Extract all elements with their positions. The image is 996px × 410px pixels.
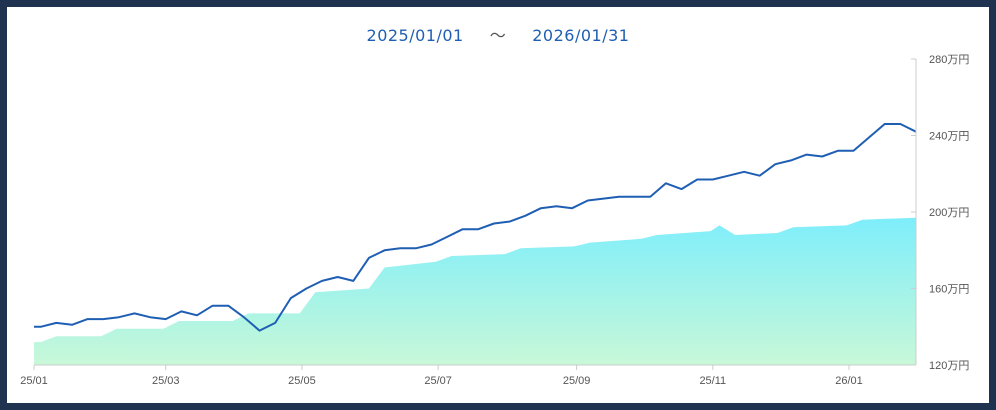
date-range: 2025/01/01 ～ 2026/01/31	[7, 22, 989, 46]
x-tick-label: 26/01	[835, 375, 863, 387]
range-separator: ～	[489, 26, 507, 45]
y-tick-label: 120万円	[929, 360, 969, 372]
y-tick-label: 160万円	[929, 284, 969, 296]
x-tick-label: 25/03	[152, 375, 180, 387]
x-tick-label: 25/09	[563, 375, 591, 387]
y-tick-label: 200万円	[929, 207, 969, 219]
chart-panel: 2025/01/01 ～ 2026/01/31 120万円 160万円 200万円 240…	[7, 7, 989, 403]
start-date: 2025/01/01	[366, 26, 464, 45]
asset-chart: 120万円 160万円 200万円 240万円 280万円 25/01 25/03 25/05…	[20, 54, 969, 387]
y-tick-label: 240万円	[929, 131, 969, 143]
x-tick-label: 25/07	[424, 375, 452, 387]
line-series	[34, 123, 917, 332]
x-tick-label: 25/11	[699, 375, 726, 387]
area-series	[34, 217, 916, 365]
y-tick-label: 280万円	[929, 54, 969, 66]
x-tick-label: 25/01	[20, 375, 48, 387]
end-date: 2026/01/31	[532, 26, 630, 45]
x-tick-label: 25/05	[288, 375, 316, 387]
